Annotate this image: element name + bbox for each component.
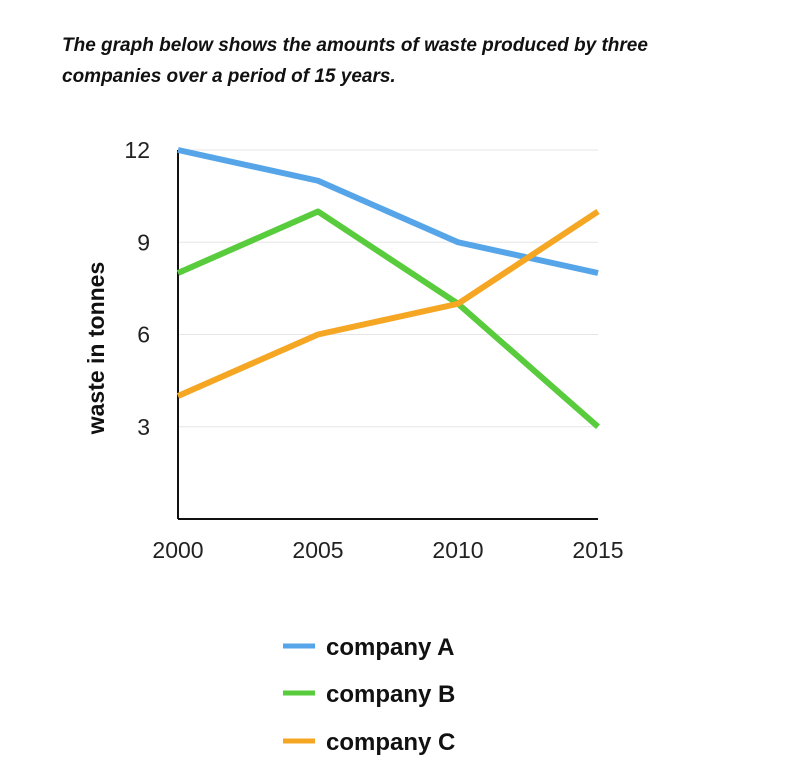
legend-label: company A — [326, 634, 454, 661]
caption-line-2: companies over a period of 15 years. — [62, 66, 396, 87]
series-lines — [176, 147, 600, 430]
y-axis-label: waste in tonnes — [83, 262, 109, 436]
series-line-3 — [176, 208, 600, 399]
y-tick-label: 3 — [137, 414, 150, 440]
legend: company A company B company C — [283, 634, 455, 756]
y-tick-label: 12 — [124, 137, 150, 163]
chart-caption: The graph below shows the amounts of was… — [62, 30, 782, 92]
grid-lines — [178, 149, 598, 428]
axes — [177, 150, 598, 520]
x-tick-label: 2000 — [152, 537, 203, 563]
caption-line-1: The graph below shows the amounts of was… — [62, 35, 648, 56]
x-tick-label: 2010 — [432, 537, 483, 563]
y-tick-label: 6 — [137, 322, 150, 348]
y-tick-label: 9 — [137, 229, 150, 255]
legend-label: company B — [326, 681, 455, 708]
legend-label: company C — [326, 729, 455, 756]
series-line-2 — [176, 208, 600, 430]
x-tick-label: 2015 — [572, 537, 623, 563]
tick-labels: 3 6 9 12 2000 2005 2010 2015 — [124, 137, 623, 563]
x-tick-label: 2005 — [292, 537, 343, 563]
